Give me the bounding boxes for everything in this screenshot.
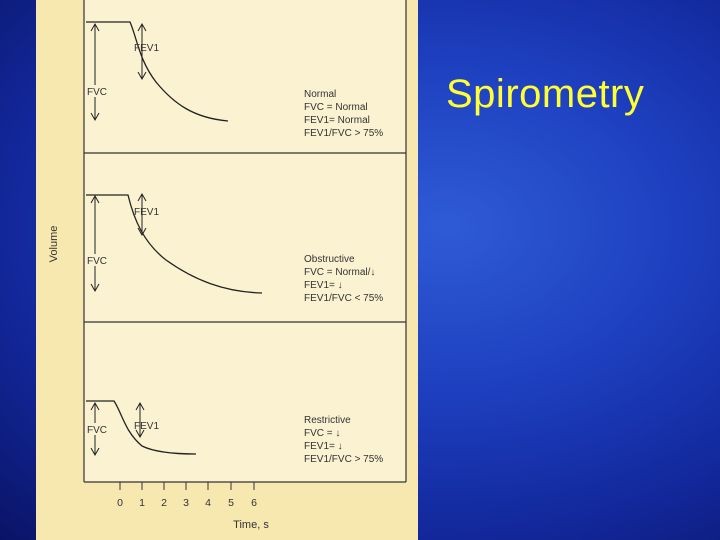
arrow-up-icon bbox=[137, 22, 147, 32]
arrow-up-icon bbox=[135, 401, 145, 411]
spirometry-figure: Volume FVC FEV1 Normal FVC = Normal FEV1… bbox=[36, 0, 418, 540]
arrow-down-icon bbox=[137, 71, 147, 81]
fvc-label: FVC bbox=[87, 425, 107, 436]
spirometry-diagram: Volume FVC FEV1 Normal FVC = Normal FEV1… bbox=[48, 0, 407, 531]
x-tick-label: 5 bbox=[228, 497, 234, 509]
curve-obstructive bbox=[86, 194, 263, 294]
arrow-down-icon bbox=[90, 447, 100, 457]
y-axis-title: Volume bbox=[48, 226, 60, 263]
annotation-line: FEV1/FVC > 75% bbox=[304, 128, 383, 139]
annotation-line: FVC = Normal/↓ bbox=[304, 267, 375, 278]
fvc-label: FVC bbox=[87, 256, 107, 267]
annotation-line: FEV1= Normal bbox=[304, 115, 370, 126]
arrow-down-icon bbox=[137, 227, 147, 237]
slide-title: Spirometry bbox=[446, 72, 645, 116]
x-tick-label: 4 bbox=[205, 497, 211, 509]
annotation-line: FEV1= ↓ bbox=[304, 280, 343, 291]
x-axis-title: Time, s bbox=[233, 519, 269, 531]
fev1-label: FEV1 bbox=[134, 207, 159, 218]
x-axis-ticks: 0 1 2 3 4 5 6 bbox=[117, 482, 257, 509]
panel-normal: FVC FEV1 Normal FVC = Normal FEV1= Norma… bbox=[85, 21, 383, 139]
annotation-line: Normal bbox=[304, 89, 336, 100]
curve-restrictive bbox=[86, 400, 197, 455]
annotation-line: FEV1= ↓ bbox=[304, 441, 343, 452]
fvc-label: FVC bbox=[87, 87, 107, 98]
annotation-line: FVC = ↓ bbox=[304, 428, 340, 439]
annotation-line: Restrictive bbox=[304, 415, 351, 426]
plot-area bbox=[84, 0, 406, 482]
x-tick-label: 6 bbox=[251, 497, 257, 509]
x-tick-label: 2 bbox=[161, 497, 167, 509]
panel-restrictive: FVC FEV1 Restrictive FVC = ↓ FEV1= ↓ FEV… bbox=[85, 400, 383, 465]
fev1-label: FEV1 bbox=[134, 43, 159, 54]
arrow-up-icon bbox=[90, 401, 100, 411]
x-tick-label: 3 bbox=[183, 497, 189, 509]
annotation-line: FVC = Normal bbox=[304, 102, 368, 113]
annotation-line: FEV1/FVC < 75% bbox=[304, 293, 383, 304]
annotation-line: FEV1/FVC > 75% bbox=[304, 454, 383, 465]
arrow-up-icon bbox=[90, 194, 100, 204]
annotation-line: Obstructive bbox=[304, 254, 355, 265]
x-tick-label: 0 bbox=[117, 497, 123, 509]
arrow-down-icon bbox=[90, 112, 100, 122]
arrow-down-icon bbox=[90, 283, 100, 293]
arrow-up-icon bbox=[90, 22, 100, 32]
x-tick-label: 1 bbox=[139, 497, 145, 509]
arrow-down-icon bbox=[135, 429, 145, 439]
panel-obstructive: FVC FEV1 Obstructive FVC = Normal/↓ FEV1… bbox=[85, 192, 383, 304]
arrow-up-icon bbox=[137, 192, 147, 202]
fev1-label: FEV1 bbox=[134, 421, 159, 432]
curve-normal bbox=[86, 21, 229, 122]
